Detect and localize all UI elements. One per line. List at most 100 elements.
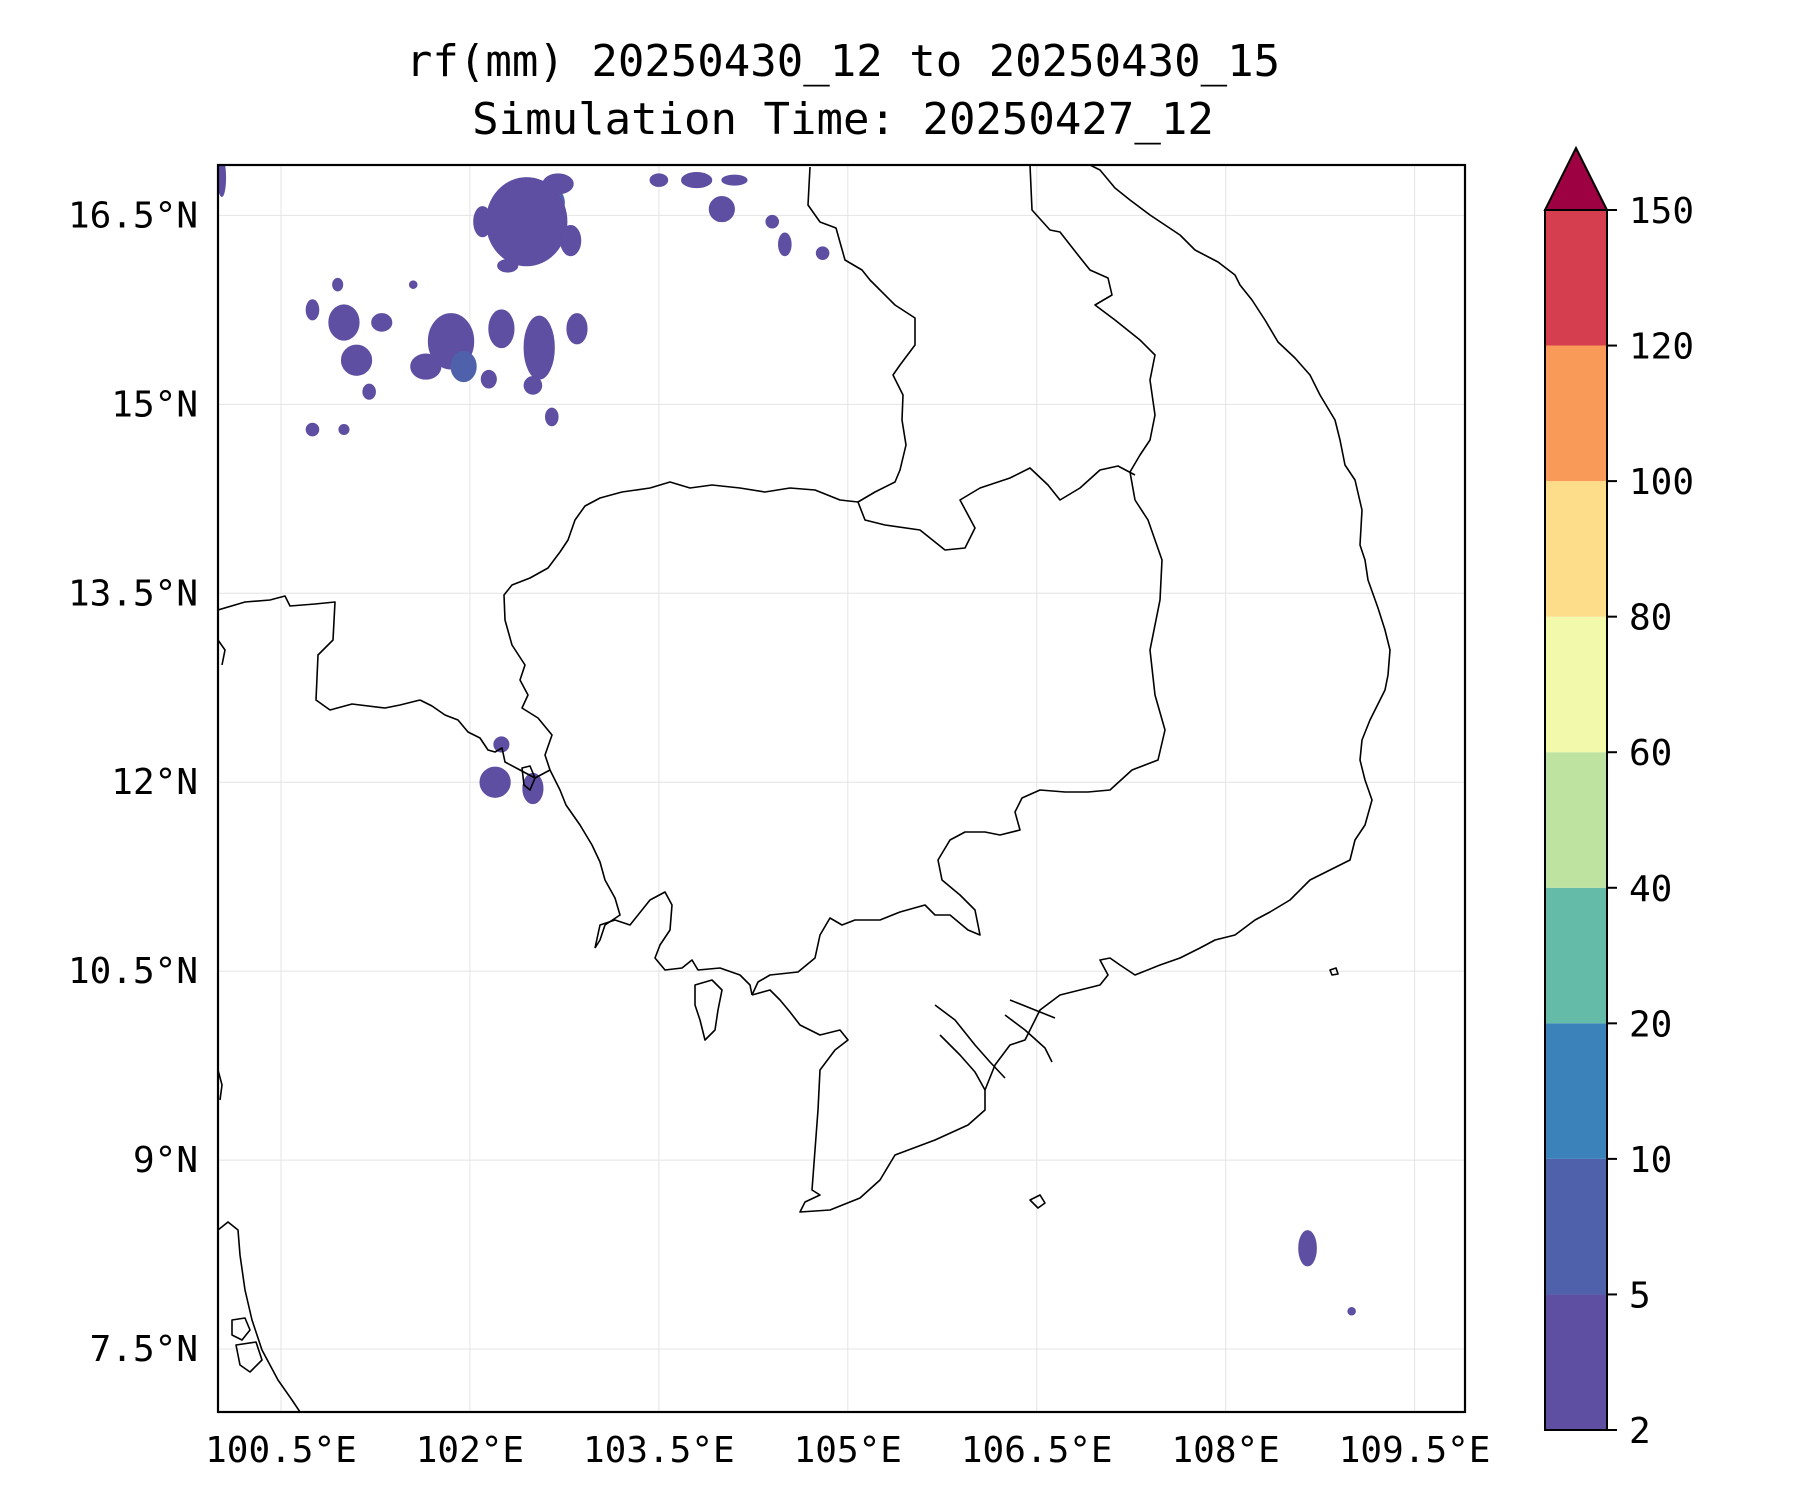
x-tick-label: 103.5°E [583, 1430, 735, 1471]
x-tick-label: 100.5°E [205, 1430, 357, 1471]
rain-patch [560, 224, 582, 257]
rain-patch [328, 304, 360, 341]
rain-patch [473, 206, 492, 238]
island-phangan [231, 1317, 251, 1341]
x-tick-label: 109.5°E [1339, 1430, 1491, 1471]
border-thailand-laos-north [807, 166, 916, 503]
coast-thailand-upper-gulf [218, 639, 226, 666]
colorbar-tick-label: 120 [1629, 327, 1694, 368]
mekong-arm-3 [1004, 1014, 1053, 1063]
map-frame [216, 163, 1467, 1414]
coast-thailand-east [419, 699, 621, 949]
x-tick-label: 108°E [1171, 1430, 1279, 1471]
coastlines-and-borders [218, 165, 1391, 1412]
rain-patch [649, 173, 669, 187]
rain-patch [815, 246, 830, 260]
colorbar-tick-label: 2 [1629, 1411, 1651, 1452]
coast-thai-peninsula [218, 1221, 301, 1412]
rain-patch [497, 258, 519, 273]
map-title-line-1: rf(mm) 20250430_12 to 20250430_15 [405, 36, 1281, 87]
x-tick-label: 106.5°E [961, 1430, 1113, 1471]
rain-patch [566, 313, 588, 345]
rain-patch [523, 315, 555, 380]
rain-patch [362, 383, 376, 400]
colorbar-tick-label: 40 [1629, 869, 1672, 910]
rain-patch [765, 214, 780, 229]
rainfall-contours [218, 165, 1356, 1316]
colorbar-tick-label: 80 [1629, 598, 1672, 639]
colorbar-tick-label: 150 [1629, 191, 1694, 232]
map-title-line-2: Simulation Time: 20250427_12 [472, 94, 1214, 145]
rain-patch [450, 350, 477, 383]
grid-lines [218, 165, 1465, 1412]
rain-patch [1347, 1306, 1356, 1316]
rain-patch [523, 376, 543, 395]
rain-patch [305, 299, 320, 321]
rain-patch [493, 736, 510, 753]
rain-patch [371, 313, 393, 332]
rain-patch [480, 369, 497, 389]
x-tick-label: 102°E [416, 1430, 524, 1471]
rain-patch [542, 173, 574, 195]
y-tick-label: 12°N [111, 762, 198, 803]
coast-cambodia [594, 891, 753, 996]
colorbar-tick-label: 60 [1629, 733, 1672, 774]
y-tick-label: 16.5°N [68, 195, 198, 236]
rain-patch [340, 344, 373, 376]
rain-patch [544, 407, 559, 427]
rain-patch [522, 772, 544, 805]
rain-patch [408, 280, 418, 289]
island-phu-quoc [694, 979, 723, 1041]
rain-patch [1298, 1230, 1317, 1267]
border-laos-cambodia [857, 465, 1136, 551]
y-axis-ticks: 16.5°N 15°N 13.5°N 12°N 10.5°N 9°N 7.5°N [68, 195, 198, 1370]
y-tick-label: 10.5°N [68, 951, 198, 992]
rain-patch [708, 195, 735, 223]
colorbar-segment [1545, 616, 1607, 753]
island-kong [521, 765, 536, 791]
colorbar-segment [1545, 887, 1607, 1024]
mekong-arm-2 [939, 1034, 986, 1091]
rain-patch [488, 309, 515, 349]
mekong-arm-4 [1009, 999, 1056, 1019]
colorbar-tick-label: 10 [1629, 1140, 1672, 1181]
rain-patch [721, 174, 748, 186]
mekong-arm-1 [934, 1004, 1006, 1079]
border-laos-vietnam [1029, 165, 1156, 501]
border-cambodia-vietnam [751, 499, 1166, 996]
rain-patch [305, 422, 320, 437]
border-thailand-cambodia-north [503, 481, 859, 771]
island-hon-khoai [1329, 967, 1339, 976]
rain-patch [479, 766, 511, 798]
colorbar-segment [1545, 752, 1607, 888]
coast-thai-peninsula-2 [218, 1069, 223, 1101]
rain-patch [218, 165, 227, 197]
border-thailand-west [218, 595, 421, 711]
colorbar-segment [1545, 210, 1607, 346]
colorbar-frame [1544, 209, 1608, 1431]
colorbar-segment [1545, 345, 1607, 482]
colorbar-segment [1545, 1023, 1607, 1159]
y-tick-label: 13.5°N [68, 573, 198, 614]
x-axis-ticks: 100.5°E 102°E 103.5°E 105°E 106.5°E 108°E 109.… [205, 1430, 1490, 1471]
rain-patch [778, 232, 792, 257]
island-samui [235, 1341, 263, 1373]
island-con-dao [1029, 1194, 1046, 1209]
colorbar-tick-label: 100 [1629, 462, 1694, 503]
colorbar-tick-label: 20 [1629, 1004, 1672, 1045]
rain-patch [681, 172, 713, 189]
colorbar-segment [1545, 481, 1607, 617]
y-tick-label: 9°N [133, 1140, 198, 1181]
y-tick-label: 15°N [111, 384, 198, 425]
colorbar-segment [1545, 1158, 1607, 1295]
rain-patch [338, 423, 350, 436]
rain-patch [332, 277, 344, 292]
x-tick-label: 105°E [794, 1430, 902, 1471]
colorbar-segment [1545, 1294, 1607, 1430]
coast-vietnam-south [751, 165, 1391, 1213]
colorbar-tick-label: 5 [1629, 1275, 1651, 1316]
colorbar: 2 5 10 20 40 60 80 100 120 150 [1543, 145, 1694, 1452]
rain-patch [410, 353, 442, 380]
colorbar-extend-arrow [1543, 145, 1609, 211]
